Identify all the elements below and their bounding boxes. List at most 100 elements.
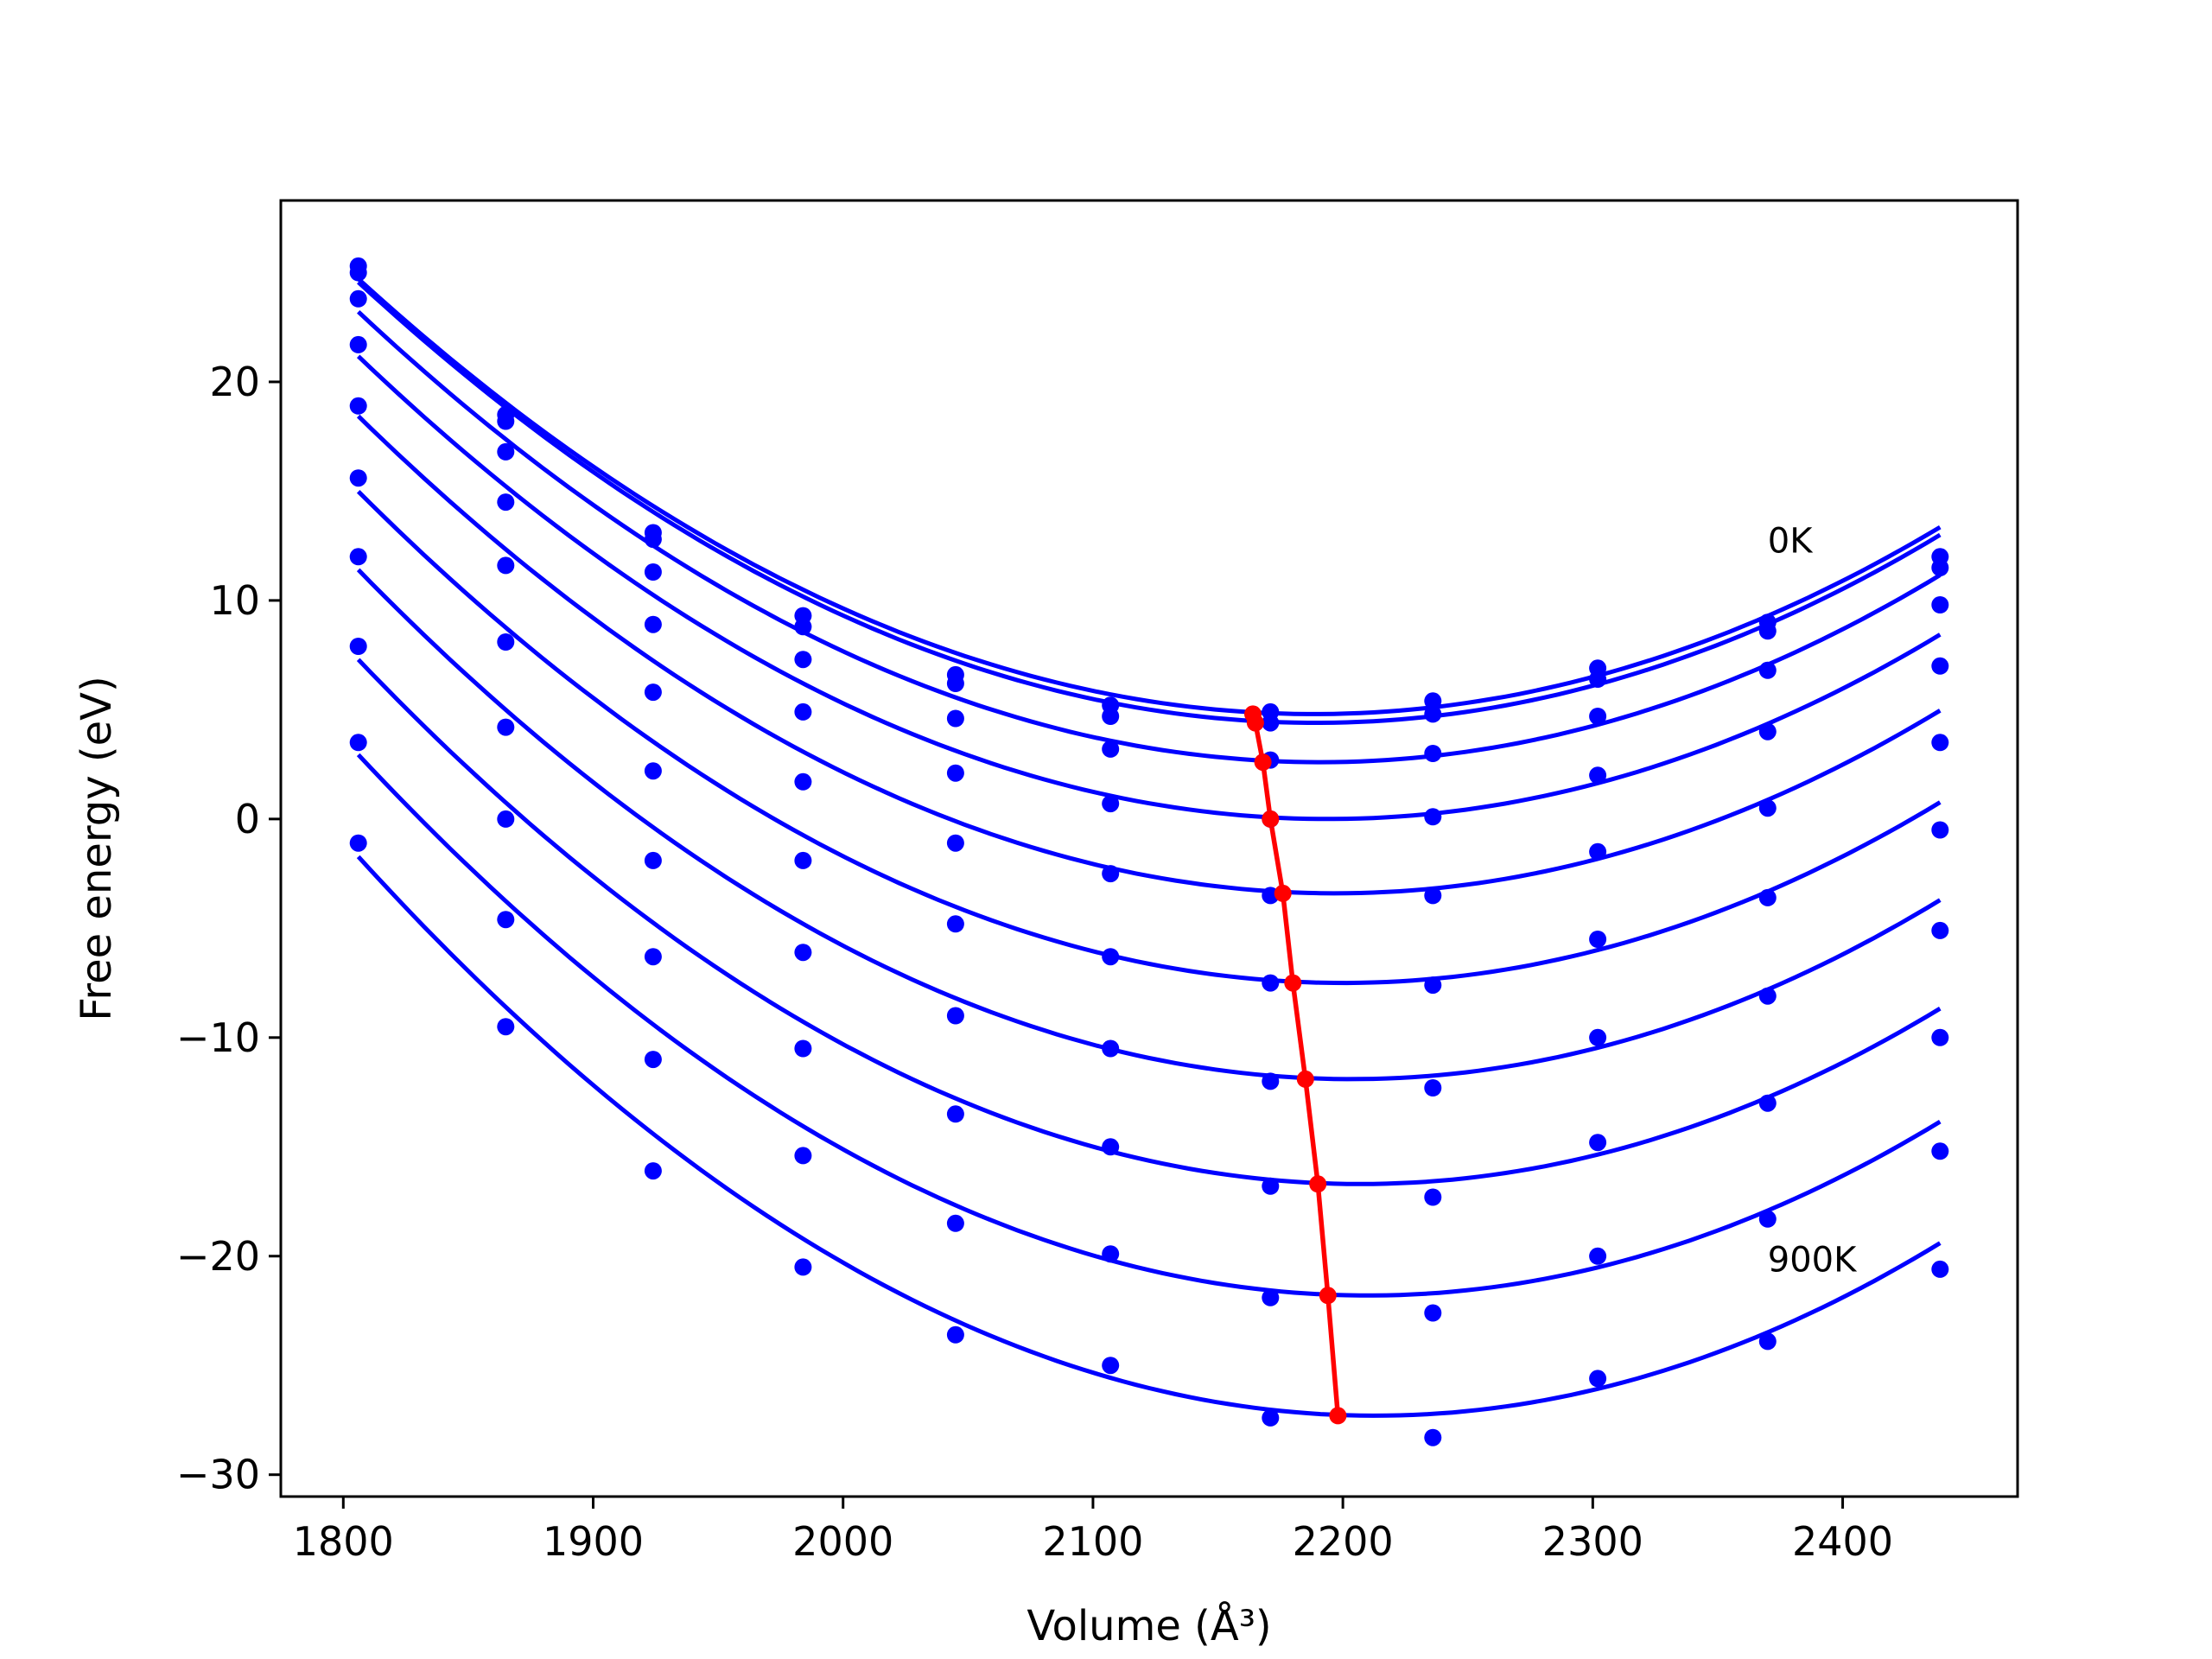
fit-curve-3 (356, 354, 1942, 822)
data-point (644, 683, 662, 702)
minimum-point (1319, 1287, 1337, 1305)
data-point (946, 709, 964, 728)
data-point (1424, 976, 1442, 995)
data-point (1262, 1288, 1280, 1306)
data-point (1102, 708, 1120, 725)
y-axis-label: Free energy (eV) (73, 676, 121, 1020)
y-tick-label: −20 (176, 1233, 260, 1280)
minimum-point (1309, 1175, 1327, 1193)
x-tick-label: 2400 (1792, 1518, 1893, 1565)
x-tick-label: 1800 (293, 1518, 394, 1565)
data-point (644, 1051, 662, 1069)
fit-curve-5 (356, 490, 1942, 986)
data-point (1589, 766, 1607, 785)
minimum-point (1329, 1407, 1347, 1425)
data-point (1102, 795, 1120, 813)
data-point (349, 397, 367, 415)
y-tick-label: 20 (209, 359, 260, 405)
data-point (1589, 671, 1607, 688)
data-points (349, 257, 1949, 1446)
data-point (1931, 921, 1949, 939)
data-point (1758, 1332, 1777, 1351)
data-point (644, 615, 662, 633)
data-point (946, 764, 964, 782)
data-point (794, 772, 812, 791)
data-point (644, 563, 662, 581)
data-point (1758, 1210, 1777, 1228)
data-point (946, 1007, 964, 1025)
data-point (1102, 1138, 1120, 1156)
data-point (1758, 987, 1777, 1005)
fit-curve-9 (356, 855, 1942, 1418)
data-point (794, 851, 812, 869)
data-point (497, 493, 515, 512)
data-point (349, 469, 367, 487)
data-point (1424, 705, 1442, 723)
data-point (946, 1105, 964, 1123)
minimum-point (1246, 714, 1264, 732)
data-point (644, 948, 662, 966)
data-point (1424, 1188, 1442, 1206)
plot-frame (279, 199, 2019, 1498)
fit-curve-7 (356, 658, 1942, 1186)
x-axis: 1800 1900 2000 2100 2200 2300 2400 (293, 1497, 1893, 1565)
data-point (497, 1018, 515, 1036)
data-point (1102, 865, 1120, 883)
data-point (349, 264, 367, 282)
data-point (1758, 722, 1777, 741)
data-point (497, 718, 515, 736)
x-tick-label: 2200 (1293, 1518, 1394, 1565)
x-tick-label: 2000 (792, 1518, 893, 1565)
data-point (1931, 1028, 1949, 1046)
data-point (794, 1147, 812, 1165)
data-point (1758, 661, 1777, 679)
data-point (1931, 559, 1949, 576)
data-point (794, 1039, 812, 1058)
fit-curve-6 (356, 568, 1942, 1082)
fit-curve-4 (356, 414, 1942, 896)
minimum-point (1284, 974, 1302, 992)
data-point (349, 834, 367, 852)
data-point (1102, 1245, 1120, 1263)
minimum-point (1274, 884, 1292, 902)
x-tick-label: 2300 (1542, 1518, 1643, 1565)
data-point (794, 618, 812, 636)
data-point (794, 651, 812, 669)
data-point (1589, 1370, 1607, 1388)
data-point (946, 834, 964, 852)
fit-curve-0 (357, 276, 1942, 716)
data-point (946, 915, 964, 933)
annotations: 0K 900K (1768, 521, 1858, 1280)
data-point (1589, 931, 1607, 948)
data-point (1424, 745, 1442, 762)
data-point (349, 289, 367, 308)
data-point (1424, 1304, 1442, 1322)
data-point (497, 442, 515, 461)
data-point (644, 762, 662, 780)
minima-path (1250, 713, 1341, 1416)
data-point (1758, 1094, 1777, 1112)
data-point (349, 638, 367, 655)
data-point (1262, 1408, 1280, 1427)
data-point (1589, 842, 1607, 861)
data-point (349, 734, 367, 752)
data-point (946, 675, 964, 692)
data-point (1931, 734, 1949, 752)
annotation-label: 900K (1768, 1240, 1858, 1280)
data-point (1102, 1039, 1120, 1058)
data-point (644, 851, 662, 869)
data-point (946, 1325, 964, 1344)
data-point (1424, 692, 1442, 710)
x-tick-label: 2100 (1042, 1518, 1143, 1565)
data-point (497, 556, 515, 575)
y-tick-label: 0 (235, 796, 260, 842)
data-point (1931, 1142, 1949, 1160)
data-point (1589, 1028, 1607, 1046)
data-point (1589, 708, 1607, 725)
data-point (1424, 1428, 1442, 1446)
fit-curve-1 (357, 280, 1942, 725)
minima-points (1244, 705, 1347, 1425)
data-point (1262, 1072, 1280, 1090)
